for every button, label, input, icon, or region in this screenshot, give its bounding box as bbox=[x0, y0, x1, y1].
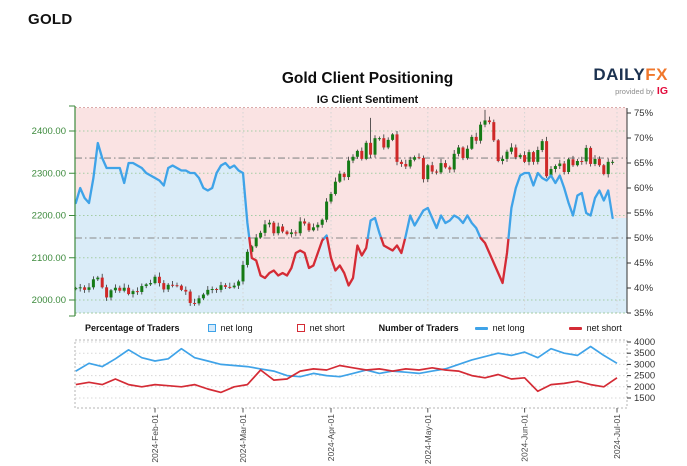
svg-text:3500: 3500 bbox=[634, 348, 655, 359]
svg-text:75%: 75% bbox=[634, 108, 654, 119]
logo-ig-text: IG bbox=[656, 84, 668, 97]
net-long-square-icon bbox=[207, 324, 216, 332]
legend-num-net-long: net long bbox=[474, 323, 525, 333]
legend-percentage-of-traders-label: Percentage of Traders bbox=[85, 323, 180, 333]
legend-number-of-traders-label: Number of Traders bbox=[378, 323, 459, 333]
svg-text:2024-Feb-01: 2024-Feb-01 bbox=[150, 414, 160, 463]
legend-label: net short bbox=[586, 323, 622, 333]
dailyfx-logo: DAILYFX provided by IG bbox=[593, 66, 668, 97]
page-title: GOLD bbox=[28, 11, 73, 28]
svg-text:2400.00: 2400.00 bbox=[32, 126, 66, 137]
dailyfx-wordmark: DAILYFX bbox=[593, 66, 668, 84]
svg-text:65%: 65% bbox=[634, 158, 654, 169]
legend-label: net long bbox=[220, 323, 253, 333]
svg-text:2000: 2000 bbox=[634, 382, 655, 393]
svg-text:2100.00: 2100.00 bbox=[32, 253, 66, 264]
svg-text:2024-Mar-01: 2024-Mar-01 bbox=[238, 414, 248, 463]
net-short-square-icon bbox=[296, 324, 305, 332]
chart-legend: Percentage of Traders net long net short… bbox=[75, 321, 635, 335]
svg-text:4000: 4000 bbox=[634, 337, 655, 348]
svg-text:2200.00: 2200.00 bbox=[32, 211, 66, 222]
logo-fx-text: FX bbox=[645, 65, 668, 84]
svg-text:1500: 1500 bbox=[634, 393, 655, 404]
legend-num-net-short: net short bbox=[568, 323, 622, 333]
svg-text:2024-Apr-01: 2024-Apr-01 bbox=[326, 414, 336, 462]
svg-text:35%: 35% bbox=[634, 308, 654, 319]
legend-pct-net-short: net short bbox=[296, 323, 345, 333]
legend-pct-net-long: net long bbox=[207, 323, 253, 333]
logo-provided-by: provided by IG bbox=[615, 84, 668, 97]
svg-text:50%: 50% bbox=[634, 233, 654, 244]
svg-text:70%: 70% bbox=[634, 133, 654, 144]
svg-text:2024-May-01: 2024-May-01 bbox=[423, 414, 433, 464]
svg-text:45%: 45% bbox=[634, 258, 654, 269]
svg-text:2024-Jul-01: 2024-Jul-01 bbox=[612, 414, 622, 459]
svg-text:2500: 2500 bbox=[634, 371, 655, 382]
chart-title: Gold Client Positioning bbox=[281, 70, 454, 87]
net-short-dash-icon bbox=[568, 326, 582, 330]
legend-label: net short bbox=[309, 323, 345, 333]
logo-daily-text: DAILY bbox=[593, 65, 646, 84]
svg-text:55%: 55% bbox=[634, 208, 654, 219]
svg-text:2024-Jun-01: 2024-Jun-01 bbox=[520, 414, 530, 462]
svg-text:60%: 60% bbox=[634, 183, 654, 194]
net-long-dash-icon bbox=[474, 326, 488, 330]
svg-text:40%: 40% bbox=[634, 283, 654, 294]
svg-text:2300.00: 2300.00 bbox=[32, 168, 66, 179]
svg-text:2000.00: 2000.00 bbox=[32, 295, 66, 306]
chart-subtitle: IG Client Sentiment bbox=[316, 94, 419, 106]
legend-label: net long bbox=[492, 323, 525, 333]
svg-text:3000: 3000 bbox=[634, 359, 655, 370]
